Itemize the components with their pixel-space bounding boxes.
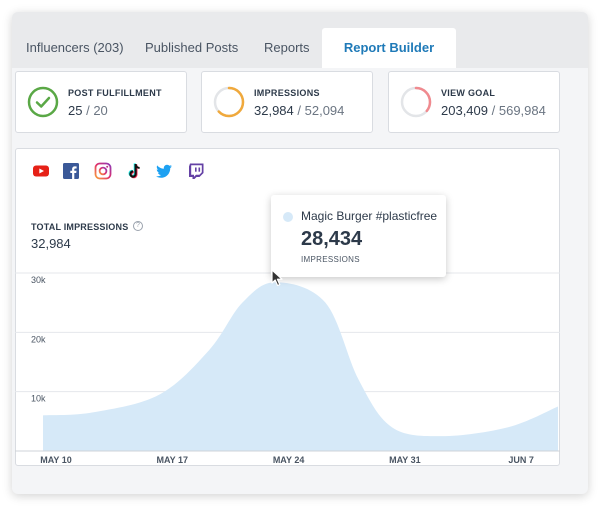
total-impressions-value: 32,984 xyxy=(31,236,71,251)
youtube-icon[interactable] xyxy=(32,162,50,180)
progress-ring-icon xyxy=(400,86,432,118)
stat-label: POST FULFILLMENT xyxy=(68,88,162,98)
impressions-area xyxy=(43,282,558,451)
tab-reports[interactable]: Reports xyxy=(264,40,310,55)
help-icon[interactable]: ? xyxy=(133,221,143,231)
impressions-area-chart: 10k 20k 30k MAY 10 MAY 17 MAY 24 MAY 31 JUN 7 xyxy=(15,272,560,465)
y-tick-label: 10k xyxy=(31,394,46,404)
y-tick-label: 20k xyxy=(31,334,46,344)
tab-bar: Influencers (203) Published Posts Report… xyxy=(12,12,588,68)
twitch-icon[interactable] xyxy=(187,162,205,180)
y-tick-label: 30k xyxy=(31,275,46,285)
mouse-cursor-icon xyxy=(271,269,283,287)
stat-card-post-fulfillment: POST FULFILLMENT 25 / 20 xyxy=(15,71,187,133)
facebook-icon[interactable] xyxy=(62,162,80,180)
twitter-icon[interactable] xyxy=(155,162,173,180)
stat-value: 32,984 / 52,094 xyxy=(254,103,345,118)
chart-tooltip: Magic Burger #plasticfree 28,434 IMPRESS… xyxy=(271,195,446,277)
stat-card-impressions: IMPRESSIONS 32,984 / 52,094 xyxy=(201,71,373,133)
x-tick-label: MAY 10 xyxy=(40,455,72,465)
tab-influencers[interactable]: Influencers (203) xyxy=(26,40,124,55)
stat-label: VIEW GOAL xyxy=(441,88,496,98)
stat-value: 25 / 20 xyxy=(68,103,108,118)
instagram-icon[interactable] xyxy=(94,162,112,180)
tiktok-icon[interactable] xyxy=(125,162,143,180)
series-color-dot xyxy=(283,212,293,222)
tooltip-label: IMPRESSIONS xyxy=(301,255,360,264)
stat-card-view-goal: VIEW GOAL 203,409 / 569,984 xyxy=(388,71,560,133)
stat-label: IMPRESSIONS xyxy=(254,88,320,98)
x-tick-label: MAY 17 xyxy=(157,455,189,465)
tooltip-value: 28,434 xyxy=(301,228,363,250)
x-tick-label: JUN 7 xyxy=(508,455,534,465)
total-impressions-label: TOTAL IMPRESSIONS xyxy=(31,222,129,232)
progress-ring-icon xyxy=(213,86,245,118)
x-tick-label: MAY 24 xyxy=(273,455,305,465)
x-tick-label: MAY 31 xyxy=(389,455,421,465)
check-icon xyxy=(27,86,59,118)
tooltip-series-name: Magic Burger #plasticfree xyxy=(301,209,438,223)
tab-published-posts[interactable]: Published Posts xyxy=(145,40,239,55)
stat-value: 203,409 / 569,984 xyxy=(441,103,546,118)
tab-report-builder[interactable]: Report Builder xyxy=(322,28,456,68)
